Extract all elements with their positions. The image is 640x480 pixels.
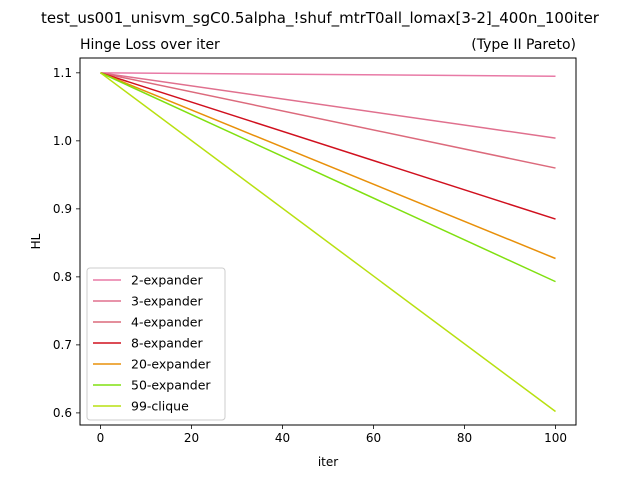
y-tick-label: 0.7 <box>53 338 72 352</box>
legend: 2-expander 3-expander 4-expander 8-expander… <box>86 267 226 421</box>
legend-label: 50-expander <box>131 378 211 393</box>
y-tick-label: 0.6 <box>53 406 72 420</box>
y-axis-ticks: 0.6 0.7 0.8 0.9 1.0 1.1 <box>53 66 80 420</box>
series-line-6 <box>100 72 556 413</box>
series-line-0 <box>100 72 556 77</box>
series-line-2 <box>100 72 556 169</box>
y-tick-label: 1.1 <box>53 66 72 80</box>
plot-frame <box>79 57 577 426</box>
x-axis-ticks: 0 20 40 60 80 100 <box>97 425 567 445</box>
y-tick-label: 1.0 <box>53 134 72 148</box>
x-tick-label: 60 <box>366 431 381 445</box>
figure-title: test_us001_unisvm_sgC0.5alpha_!shuf_mtrT… <box>41 9 600 28</box>
series-line-3 <box>100 72 556 220</box>
x-tick-label: 40 <box>275 431 290 445</box>
series-line-1 <box>100 72 556 139</box>
x-tick-label: 80 <box>457 431 472 445</box>
x-tick-label: 0 <box>97 431 105 445</box>
x-tick-label: 20 <box>184 431 199 445</box>
legend-label: 99-clique <box>131 399 189 414</box>
chart-subtitle: (Type II Pareto) <box>471 37 576 53</box>
y-axis-label: HL <box>29 233 43 249</box>
series-line-5 <box>100 72 556 283</box>
chart-title: Hinge Loss over iter <box>80 37 220 53</box>
y-tick-label: 0.9 <box>53 202 72 216</box>
y-tick-label: 0.8 <box>53 270 72 284</box>
legend-label: 20-expander <box>131 357 211 372</box>
x-axis-label: iter <box>318 455 338 469</box>
legend-label: 2-expander <box>131 273 203 288</box>
series-line-4 <box>100 72 556 260</box>
legend-label: 4-expander <box>131 315 203 330</box>
legend-box <box>86 267 226 421</box>
x-tick-label: 100 <box>544 431 567 445</box>
legend-label: 8-expander <box>131 336 203 351</box>
plot-lines <box>100 72 556 413</box>
legend-label: 3-expander <box>131 294 203 309</box>
